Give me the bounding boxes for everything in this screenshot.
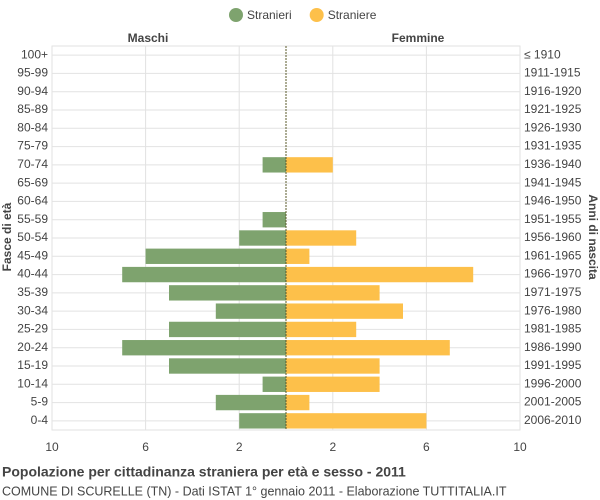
bar [286, 230, 357, 246]
bar [262, 376, 286, 392]
y2-axis-label: Anni di nascita [586, 194, 600, 280]
y2-tick-label: 1921-1925 [524, 102, 582, 116]
y2-tick-label: ≤ 1910 [524, 47, 561, 61]
y-tick-label: 0-4 [31, 413, 49, 427]
legend-marker [309, 8, 324, 22]
y2-tick-label: 2001-2005 [524, 395, 582, 409]
y2-tick-label: 1911-1915 [524, 66, 581, 80]
y-tick-label: 60-64 [17, 194, 48, 208]
y-tick-label: 15-19 [17, 358, 48, 372]
x-tick-label: 6 [423, 440, 430, 454]
bar [286, 303, 403, 319]
bar [286, 340, 450, 356]
y-tick-label: 85-89 [17, 102, 48, 116]
chart-subtitle: COMUNE DI SCURELLE (TN) - Dati ISTAT 1° … [2, 484, 507, 498]
bar [122, 266, 286, 283]
bar [262, 157, 286, 173]
bar [286, 266, 474, 283]
y-tick-label: 100+ [21, 47, 48, 61]
bar [169, 285, 286, 301]
y-tick-label: 70-74 [17, 157, 48, 171]
y2-tick-label: 1966-1970 [524, 267, 582, 281]
y2-tick-label: 1946-1950 [524, 194, 582, 208]
left-label: Maschi [128, 31, 169, 45]
legend-label: Stranieri [247, 8, 292, 22]
y2-tick-label: 1976-1980 [524, 303, 582, 317]
legend-label: Straniere [328, 8, 377, 22]
bar [239, 413, 286, 429]
bar [239, 230, 286, 246]
x-tick-label: 2 [236, 440, 243, 454]
legend-marker [229, 8, 243, 22]
y-tick-label: 75-79 [17, 139, 48, 153]
y2-tick-label: 1986-1990 [524, 340, 582, 354]
y-tick-label: 90-94 [17, 84, 48, 98]
y2-tick-label: 1931-1935 [524, 139, 582, 153]
bar [145, 248, 286, 264]
y2-tick-label: 2006-2010 [524, 413, 582, 427]
y2-tick-label: 1971-1975 [524, 285, 582, 299]
bar [215, 303, 286, 319]
y-tick-label: 25-29 [17, 322, 48, 336]
y2-tick-label: 1961-1965 [524, 248, 582, 262]
y-tick-label: 40-44 [17, 267, 48, 281]
bar [286, 376, 380, 392]
bar [286, 157, 333, 173]
bar [286, 285, 380, 301]
y-tick-label: 35-39 [17, 285, 48, 299]
y2-tick-label: 1956-1960 [524, 230, 582, 244]
y-tick-label: 95-99 [17, 66, 48, 80]
y2-tick-label: 1916-1920 [524, 84, 582, 98]
x-tick-label: 6 [142, 440, 149, 454]
bar [169, 358, 286, 374]
x-tick-label: 2 [329, 440, 336, 454]
y2-tick-label: 1941-1945 [524, 175, 582, 189]
y-tick-label: 45-49 [17, 248, 48, 262]
chart-title: Popolazione per cittadinanza straniera p… [2, 464, 406, 480]
y2-tick-label: 1951-1955 [524, 212, 582, 226]
y2-tick-label: 1981-1985 [524, 322, 582, 336]
y2-tick-label: 1926-1930 [524, 120, 582, 134]
y-tick-label: 50-54 [17, 230, 48, 244]
right-label: Femmine [392, 31, 445, 45]
y-tick-label: 80-84 [17, 120, 48, 134]
bar [286, 321, 357, 338]
bar [215, 394, 286, 411]
y-tick-label: 10-14 [17, 376, 48, 390]
bar [262, 212, 286, 228]
bar [169, 321, 286, 338]
y-tick-label: 65-69 [17, 175, 48, 189]
bar [286, 358, 380, 374]
y2-tick-label: 1996-2000 [524, 376, 582, 390]
y-axis-label: Fasce di età [0, 202, 14, 271]
y-tick-label: 55-59 [17, 212, 48, 226]
y2-tick-label: 1936-1940 [524, 157, 582, 171]
x-tick-label: 10 [45, 440, 59, 454]
bar [122, 340, 286, 356]
y-tick-label: 5-9 [31, 395, 49, 409]
y-tick-label: 30-34 [17, 303, 48, 317]
y-tick-label: 20-24 [17, 340, 48, 354]
bar [286, 248, 310, 264]
x-tick-label: 10 [513, 440, 527, 454]
bar [286, 394, 310, 411]
y2-tick-label: 1991-1995 [524, 358, 582, 372]
bar [286, 413, 427, 429]
